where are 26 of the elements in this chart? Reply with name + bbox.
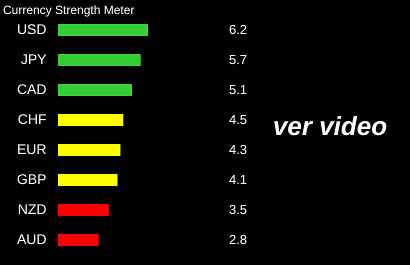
y-tick-label: NZD	[18, 201, 46, 217]
y-tick-label: AUD	[16, 231, 46, 247]
data-label: 4.5	[228, 112, 248, 127]
y-tick-label: CAD	[16, 81, 46, 97]
data-label: 3.5	[228, 202, 248, 217]
bar	[58, 24, 148, 36]
bar	[58, 54, 141, 66]
bar	[58, 144, 120, 156]
bar	[58, 174, 118, 186]
y-tick-label: JPY	[20, 51, 48, 67]
data-label: 6.2	[228, 22, 248, 37]
y-tick-label: EUR	[16, 141, 46, 157]
chart-title: Currency Strength Meter	[3, 3, 134, 17]
bar	[58, 114, 124, 126]
y-tick-label: GBP	[16, 171, 46, 187]
data-label: 4.3	[228, 142, 248, 157]
bar	[58, 84, 132, 96]
y-tick-label: CHF	[18, 111, 46, 127]
bar	[58, 234, 99, 246]
data-label: 5.7	[228, 52, 248, 67]
text: ver video	[272, 111, 388, 141]
data-label: 4.1	[228, 172, 248, 187]
data-label: 2.8	[228, 232, 248, 247]
y-tick-label: USD	[16, 21, 46, 37]
bar	[58, 204, 109, 216]
data-label: 5.1	[228, 82, 248, 97]
